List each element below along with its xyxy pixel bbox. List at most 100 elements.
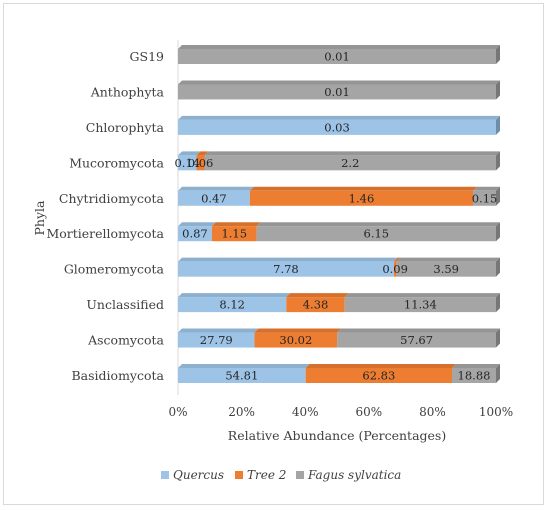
bar-quercus: [178, 155, 197, 171]
y-axis-title: Phyla: [32, 200, 47, 236]
category-label: Glomeromycota: [64, 262, 165, 277]
category-label: Anthophyta: [90, 84, 165, 99]
bar-top-tree-2: [286, 293, 349, 298]
data-label: 11.34: [404, 298, 437, 312]
bar-top-fagus-sylvatica: [344, 293, 500, 298]
data-label: 54.81: [225, 369, 258, 383]
data-label: 1.46: [349, 191, 375, 205]
bar-top-quercus: [178, 293, 291, 298]
category-label: Mortierellomycota: [46, 226, 164, 241]
legend-label: Tree 2: [247, 468, 286, 482]
bar-quercus: [178, 119, 496, 135]
bar-top-fagus-sylvatica: [396, 257, 500, 262]
bar-fagus-sylvatica: [473, 190, 496, 206]
bar-top-fagus-sylvatica: [178, 45, 500, 49]
bar-fagus-sylvatica: [452, 368, 496, 383]
legend-swatch-fagus-sylvatica: [296, 471, 304, 479]
data-label: 2.2: [341, 156, 359, 170]
category-label: Basidiomycota: [72, 368, 165, 383]
data-label: 27.79: [200, 333, 233, 347]
x-tick-label: 60%: [355, 405, 382, 419]
bar-top-quercus: [178, 151, 201, 156]
bar-quercus: [178, 297, 287, 313]
legend-label: Fagus sylvatica: [307, 468, 401, 482]
bar-top-fagus-sylvatica: [473, 186, 500, 191]
bar-fagus-sylvatica: [337, 332, 496, 348]
bar-tree-2: [254, 332, 338, 348]
data-label: 0.09: [382, 262, 408, 276]
bar-quercus: [178, 368, 306, 383]
bar-end-face: [496, 186, 500, 206]
bar-top-quercus: [178, 115, 500, 120]
category-label: GS19: [130, 49, 165, 64]
bar-top-fagus-sylvatica: [256, 222, 500, 227]
bar-fagus-sylvatica: [204, 155, 496, 171]
x-axis-title: Relative Abundance (Percentages): [228, 428, 446, 443]
bar-end-face: [496, 151, 500, 171]
bar-top-fagus-sylvatica: [178, 80, 500, 85]
bar-fagus-sylvatica: [178, 49, 496, 64]
bar-top-quercus: [178, 257, 398, 262]
data-label: 0.47: [201, 191, 227, 205]
data-label: 1.15: [221, 227, 247, 241]
data-label: 0.03: [324, 120, 350, 134]
category-label: Unclassified: [86, 297, 164, 312]
bar-quercus: [178, 190, 250, 206]
bar-end-face: [496, 115, 500, 135]
bar-tree-2: [286, 297, 345, 313]
bar-top-quercus: [178, 328, 259, 333]
bar-quercus: [178, 332, 255, 348]
bar-end-face: [496, 293, 500, 313]
data-label: 0.01: [324, 85, 350, 99]
bar-top-tree-2: [254, 328, 342, 333]
legend-swatch-quercus: [161, 471, 169, 479]
bar-end-face: [496, 257, 500, 277]
bar-top-fagus-sylvatica: [452, 364, 500, 368]
bar-tree-2: [305, 368, 453, 383]
data-label: 57.67: [400, 333, 433, 347]
bar-fagus-sylvatica: [344, 297, 496, 313]
data-label: 3.59: [433, 262, 459, 276]
bar-quercus: [178, 226, 212, 242]
bar-tree-2: [211, 226, 257, 242]
bar-top-tree-2: [211, 222, 261, 227]
data-label: 6.15: [364, 227, 390, 241]
bar-tree-2: [393, 261, 397, 277]
category-label: Mucoromycota: [69, 155, 164, 170]
bar-end-face: [496, 364, 500, 383]
bar-fagus-sylvatica: [396, 261, 496, 277]
bar-fagus-sylvatica: [256, 226, 496, 242]
bar-top-quercus: [178, 364, 310, 368]
data-label: 7.78: [273, 262, 299, 276]
bar-quercus: [178, 261, 394, 277]
x-tick-label: 80%: [419, 405, 446, 419]
data-label: 4.38: [303, 298, 329, 312]
x-tick-label: 40%: [292, 405, 319, 419]
bar-tree-2: [249, 190, 474, 206]
data-label: 62.83: [362, 369, 395, 383]
bar-top-fagus-sylvatica: [337, 328, 500, 333]
data-label: 0.01: [324, 50, 350, 64]
legend-label: Quercus: [173, 468, 224, 482]
bar-top-fagus-sylvatica: [204, 151, 500, 156]
bar-end-face: [496, 80, 500, 100]
data-label: 0.87: [182, 227, 208, 241]
data-label: 0.14: [174, 156, 200, 170]
bar-end-face: [496, 45, 500, 64]
bar-top-quercus: [178, 222, 216, 227]
bar-tree-2: [196, 155, 205, 171]
data-label: 8.12: [219, 298, 245, 312]
data-label: 18.88: [458, 369, 491, 383]
x-tick-label: 20%: [228, 405, 255, 419]
bar-end-face: [496, 328, 500, 348]
bar-top-quercus: [178, 186, 254, 191]
category-label: Ascomycota: [87, 333, 164, 348]
bar-top-tree-2: [249, 186, 478, 191]
bar-top-tree-2: [196, 151, 209, 156]
legend-swatch-tree-2: [235, 471, 243, 479]
category-label: Chlorophyta: [86, 120, 165, 135]
bar-fagus-sylvatica: [178, 84, 496, 100]
bar-end-face: [496, 222, 500, 242]
data-label: 0.06: [188, 156, 214, 170]
